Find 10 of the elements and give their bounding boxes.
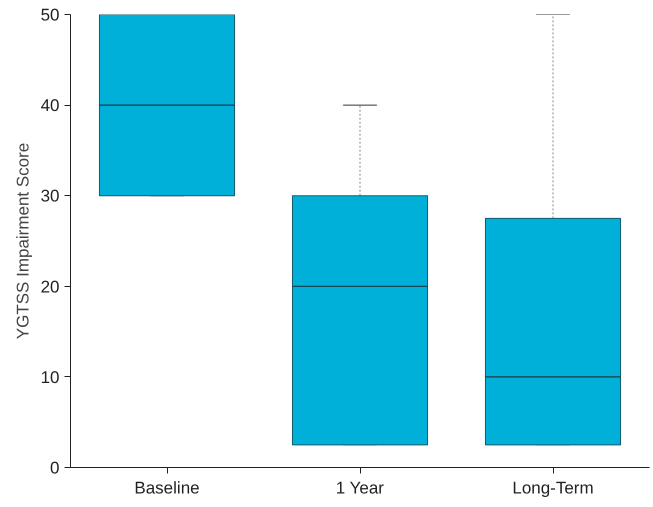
y-tick-label: 30 xyxy=(40,186,60,206)
x-tick-label: Baseline xyxy=(134,478,200,498)
y-tick-label: 20 xyxy=(40,277,60,296)
x-tick-label: Long-Term xyxy=(512,478,594,498)
y-tick-label: 0 xyxy=(50,458,60,478)
y-tick-label: 40 xyxy=(40,96,60,116)
y-axis-title: YGTSS Impairment Score xyxy=(14,142,33,340)
x-tick-label: 1 Year xyxy=(336,478,384,498)
y-tick-label: 50 xyxy=(40,6,60,24)
y-tick-label: 10 xyxy=(40,368,60,387)
